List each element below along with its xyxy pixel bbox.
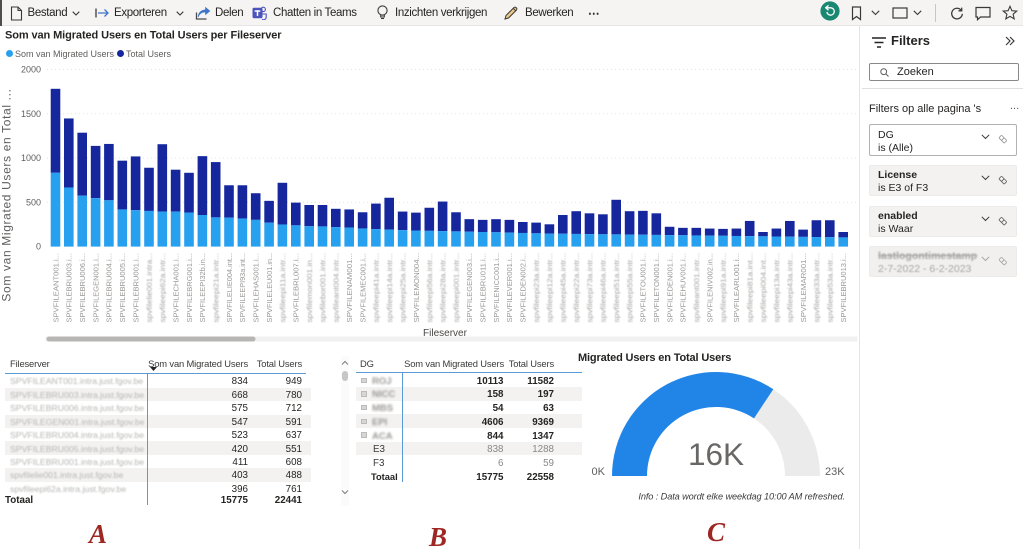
svg-text:SPVFILEBRU006.i...: SPVFILEBRU006.i... xyxy=(78,253,87,323)
svg-text:Som van Migrated Users: Som van Migrated Users xyxy=(15,49,115,59)
svg-text:spvfileepi55a.intr...: spvfileepi55a.intr... xyxy=(625,253,634,323)
svg-text:SPVFILEGEN001.i...: SPVFILEGEN001.i... xyxy=(91,253,100,323)
svg-text:spvfileepi001.intr...: spvfileepi001.intr... xyxy=(452,253,461,323)
svg-text:SPVFILEBRU005.i...: SPVFILEBRU005.i... xyxy=(118,253,127,323)
svg-text:SPVFILEDEN001.i...: SPVFILEDEN001.i... xyxy=(665,253,674,323)
svg-text:SPVFILEVER001.i...: SPVFILEVER001.i... xyxy=(505,253,514,323)
svg-text:SPVFILEMON004...: SPVFILEMON004... xyxy=(412,253,421,323)
svg-text:1500: 1500 xyxy=(21,109,41,119)
svg-text:spvfilebor001.intr...: spvfilebor001.intr... xyxy=(318,253,327,323)
svg-text:spvfileepi73a.intr...: spvfileepi73a.intr... xyxy=(585,253,594,323)
svg-text:spvfileepi14a.intr...: spvfileepi14a.intr... xyxy=(385,253,394,323)
svg-text:Som van Migrated Users en Tota: Som van Migrated Users en Total ... xyxy=(0,88,14,301)
svg-text:2000: 2000 xyxy=(21,65,41,75)
svg-text:1000: 1000 xyxy=(21,153,41,163)
svg-text:spvfileepi62a.intr...: spvfileepi62a.intr... xyxy=(158,253,167,323)
svg-text:SPVFILEMEC001.i...: SPVFILEMEC001.i... xyxy=(358,253,367,323)
svg-text:spvfileepi43a.intr...: spvfileepi43a.intr... xyxy=(786,253,795,323)
svg-text:SPVFILEEPI32b.in...: SPVFILEEPI32b.in... xyxy=(198,253,207,323)
svg-text:SPVFILEBRU001.i...: SPVFILEBRU001.i... xyxy=(131,253,140,323)
svg-text:spvfileepi51a.intr...: spvfileepi51a.intr... xyxy=(612,253,621,323)
svg-text:spvfileant001.intr...: spvfileant001.intr... xyxy=(692,253,701,323)
svg-text:SPVFILEBRL007.i...: SPVFILEBRL007.i... xyxy=(292,253,301,323)
svg-text:Info : Data wordt elke weekdag: Info : Data wordt elke weekdag 10:00 AM … xyxy=(638,492,845,502)
svg-text:SPVFILENIV002.in...: SPVFILENIV002.in... xyxy=(705,253,714,323)
svg-text:Som van Migrated Users en Tota: Som van Migrated Users en Total Users pe… xyxy=(5,29,282,41)
svg-text:spvfileepi81a.int...: spvfileepi81a.int... xyxy=(746,253,755,323)
svg-text:SPVFILENAM001...: SPVFILENAM001... xyxy=(345,253,354,323)
svg-text:0: 0 xyxy=(36,242,41,252)
svg-text:spvfileepi46a.intr...: spvfileepi46a.intr... xyxy=(599,253,608,323)
svg-text:spvfileepi53a.intr...: spvfileepi53a.intr... xyxy=(826,253,835,323)
svg-text:spvfileepi33a.intr...: spvfileepi33a.intr... xyxy=(812,253,821,323)
svg-text:SPVFILEBRU003.i...: SPVFILEBRU003.i... xyxy=(65,253,74,323)
svg-text:spvfileepi13a.intr...: spvfileepi13a.intr... xyxy=(772,253,781,323)
svg-text:SPVFILELEU001.in...: SPVFILELEU001.in... xyxy=(265,253,274,323)
svg-text:spvfileepi45a.intr...: spvfileepi45a.intr... xyxy=(559,253,568,323)
svg-text:spvfileepi23a.intr...: spvfileepi23a.intr... xyxy=(532,253,541,323)
svg-text:SPVFILEEPI93a.int...: SPVFILEEPI93a.int... xyxy=(238,253,247,323)
svg-text:SPVFILEHUV001.i...: SPVFILEHUV001.i... xyxy=(679,253,688,323)
svg-text:SPVFILEHAS001.i...: SPVFILEHAS001.i... xyxy=(252,253,261,323)
svg-text:SPVFILETON001.i...: SPVFILETON001.i... xyxy=(652,253,661,323)
svg-text:spvfileepi004.int...: spvfileepi004.int... xyxy=(759,253,768,323)
svg-text:SPVFILENICC001.i...: SPVFILENICC001.i... xyxy=(492,253,501,323)
svg-text:spvfileant004.intr...: spvfileant004.intr... xyxy=(332,253,341,323)
svg-text:spvfileepi25a.intr...: spvfileepi25a.intr... xyxy=(398,253,407,323)
svg-text:spvfileepi56a.intr...: spvfileepi56a.intr... xyxy=(425,253,434,323)
svg-text:spvfileepi21a.intr...: spvfileepi21a.intr... xyxy=(212,253,221,323)
svg-text:SPVFILETOU001.i...: SPVFILETOU001.i... xyxy=(639,253,648,323)
svg-text:Fileserver: Fileserver xyxy=(423,328,468,339)
svg-text:SPVFILEANT001.i...: SPVFILEANT001.i... xyxy=(51,253,60,323)
svg-text:16K: 16K xyxy=(688,436,744,472)
svg-text:spvfileepi11a.intr...: spvfileepi11a.intr... xyxy=(278,253,287,323)
svg-text:SPVFILECHA001.i...: SPVFILECHA001.i... xyxy=(172,253,181,323)
svg-text:SPVFILELIE004.int...: SPVFILELIE004.int... xyxy=(225,253,234,323)
svg-text:SPVFILEARL001.i...: SPVFILEARL001.i... xyxy=(732,253,741,323)
svg-text:23K: 23K xyxy=(825,466,845,478)
svg-text:spvfilemon001.in...: spvfilemon001.in... xyxy=(305,253,314,323)
svg-text:SPVFILEBRU004.i...: SPVFILEBRU004.i... xyxy=(105,253,114,323)
svg-text:SPVFILEDEN002.i...: SPVFILEDEN002.i... xyxy=(519,253,528,323)
svg-text:500: 500 xyxy=(26,197,41,207)
svg-text:0K: 0K xyxy=(592,466,606,478)
svg-text:spvfilelie001.intra...: spvfilelie001.intra... xyxy=(145,253,154,323)
svg-text:SPVFILEMAR001...: SPVFILEMAR001... xyxy=(799,253,808,323)
svg-text:Total Users: Total Users xyxy=(126,49,172,59)
svg-text:spvfileepi22a.intr...: spvfileepi22a.intr... xyxy=(572,253,581,323)
svg-text:SPVFILEBRU013.i...: SPVFILEBRU013.i... xyxy=(839,253,848,323)
svg-text:spvfileepi12a.intr...: spvfileepi12a.intr... xyxy=(545,253,554,323)
svg-text:spvfileepi91a.intr...: spvfileepi91a.intr... xyxy=(719,253,728,323)
svg-text:SPVFILEGEN003.i...: SPVFILEGEN003.i... xyxy=(465,253,474,323)
svg-text:SPVFILEBRU011.i...: SPVFILEBRU011.i... xyxy=(479,253,488,323)
svg-text:SPVFILEBRG001.i...: SPVFILEBRG001.i... xyxy=(185,253,194,323)
svg-text:spvfileepi28a.intr...: spvfileepi28a.intr... xyxy=(438,253,447,323)
svg-text:spvfileepi41a.intr...: spvfileepi41a.intr... xyxy=(372,253,381,323)
